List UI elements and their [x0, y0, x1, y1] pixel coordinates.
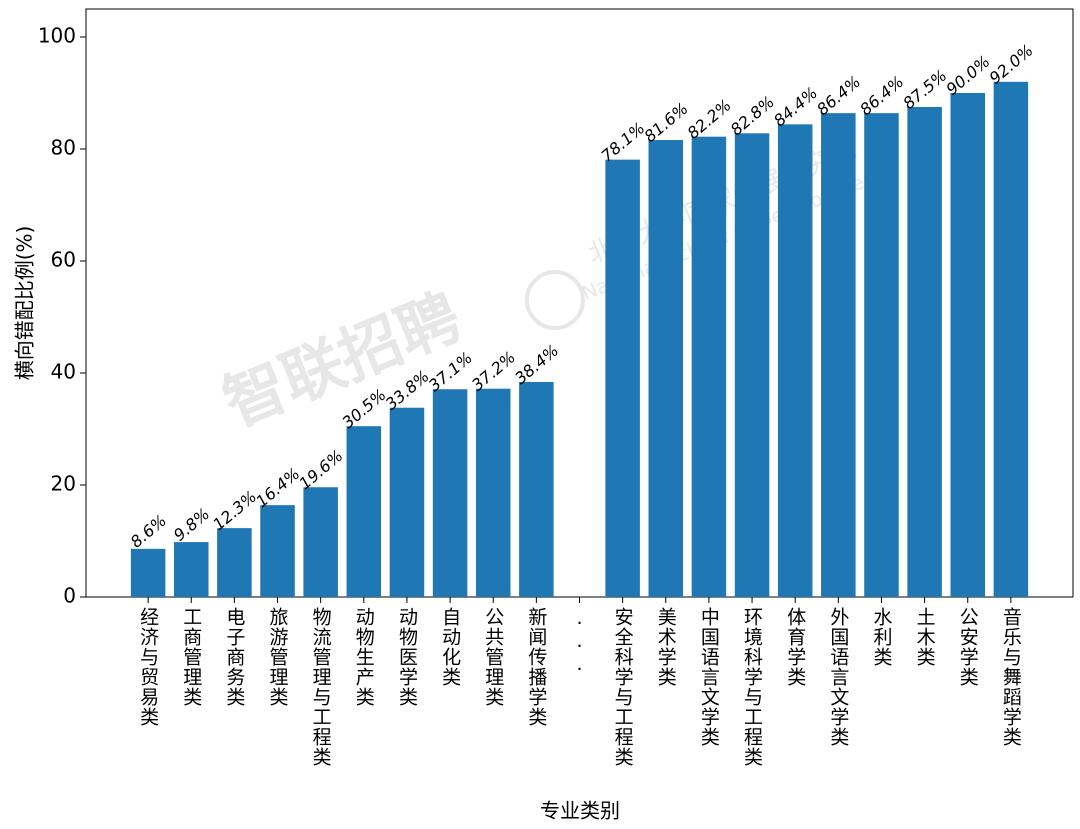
x-tick-label: 公共管理类	[482, 607, 504, 707]
y-tick-label: 0	[63, 584, 76, 608]
y-axis-label: 横向错配比例(%)	[13, 226, 37, 381]
bar	[907, 107, 942, 597]
x-tick-label: 中国语言文学类	[698, 607, 720, 747]
x-tick-label: 新闻传播学类	[525, 607, 547, 727]
x-tick-label: 水利类	[870, 607, 892, 667]
x-tick-label: 自动化类	[439, 607, 461, 687]
x-tick-label: 经济与贸易类	[137, 607, 159, 727]
x-tick-label: 体育学类	[784, 607, 806, 687]
bar	[346, 426, 382, 597]
bar	[864, 113, 899, 597]
x-tick-label: 旅游管理类	[267, 607, 289, 707]
y-tick-label: 80	[51, 136, 76, 160]
value-label: 86.4%	[813, 72, 864, 119]
bar	[821, 113, 856, 597]
bar	[605, 159, 640, 597]
bar	[691, 136, 727, 597]
x-tick-label: 音乐与舞蹈学类	[1000, 607, 1022, 747]
value-label: 87.5%	[899, 66, 950, 113]
value-label: 81.6%	[641, 99, 692, 146]
x-tick-label: 电子商务类	[223, 607, 245, 707]
x-tick-label: 物流管理与工程类	[310, 607, 332, 767]
bar	[260, 505, 295, 597]
x-tick-label: 外国语言文学类	[827, 607, 849, 747]
x-tick-label: 土木类	[914, 607, 936, 667]
value-label: 86.4%	[856, 72, 907, 119]
value-label: 16.4%	[252, 464, 303, 511]
y-tick-label: 40	[51, 360, 76, 384]
value-label: 8.6%	[127, 511, 170, 552]
x-tick-label: 动物医学类	[396, 607, 418, 707]
x-tick-label: 公安学类	[957, 607, 979, 687]
bar	[217, 528, 252, 597]
bar	[777, 124, 813, 598]
bar	[432, 389, 468, 597]
value-label: 9.8%	[170, 504, 213, 545]
x-tick-label: 环境科学与工程类	[741, 607, 763, 767]
value-label: 38.4%	[511, 341, 562, 388]
bar	[734, 133, 770, 597]
bar	[475, 388, 511, 597]
value-label: 37.2%	[468, 347, 519, 394]
bar	[993, 81, 1029, 598]
y-tick-label: 60	[51, 248, 76, 272]
x-tick-label: 工商管理类	[180, 607, 202, 707]
value-label: 19.6%	[295, 446, 346, 493]
bar	[950, 93, 985, 597]
watermark-logo	[525, 270, 585, 330]
value-label: 90.0%	[942, 52, 993, 99]
value-label: 92.0%	[986, 41, 1037, 88]
bar	[174, 542, 209, 597]
bar	[130, 548, 166, 597]
x-tick-label: 美术学类	[655, 607, 677, 687]
bar	[303, 487, 338, 597]
x-axis-label: 专业类别	[540, 799, 620, 823]
x-tick-label: 动物生产类	[353, 607, 375, 707]
value-label: 12.3%	[209, 487, 260, 534]
bar	[389, 407, 425, 597]
value-label: 78.1%	[597, 118, 648, 165]
x-tick-label: ...	[569, 607, 591, 676]
value-label: 82.2%	[684, 95, 735, 142]
y-tick-label: 100	[38, 24, 76, 48]
bar	[648, 140, 684, 598]
bar	[519, 381, 554, 597]
y-tick-label: 20	[51, 472, 76, 496]
x-tick-label: 安全科学与工程类	[612, 607, 634, 767]
